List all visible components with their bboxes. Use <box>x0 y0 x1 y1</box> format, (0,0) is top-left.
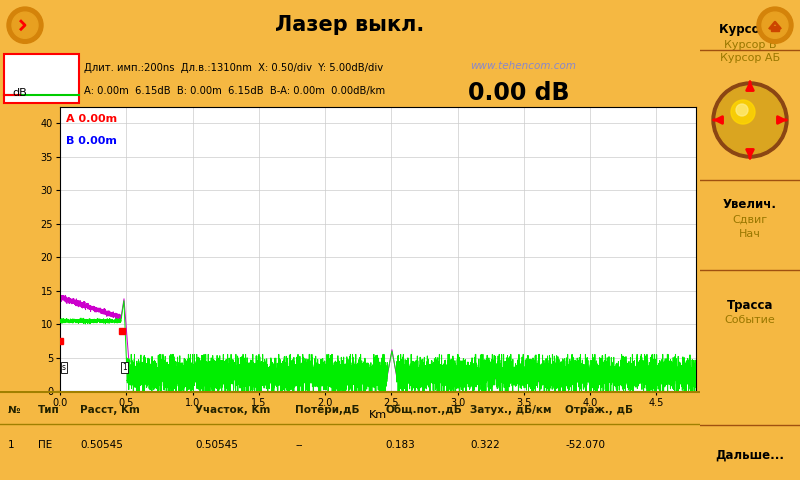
Circle shape <box>7 7 43 43</box>
Text: Общ.пот.,дБ: Общ.пот.,дБ <box>385 405 462 415</box>
Text: Курсор Б: Курсор Б <box>724 40 776 50</box>
FancyBboxPatch shape <box>4 54 79 103</box>
Bar <box>771 26 779 31</box>
Circle shape <box>731 100 755 124</box>
Text: Нач: Нач <box>739 229 761 239</box>
Text: ПE: ПE <box>38 440 52 450</box>
Text: 0.322: 0.322 <box>470 440 500 450</box>
Text: 0.50545: 0.50545 <box>195 440 238 450</box>
Text: Дальше...: Дальше... <box>715 448 785 461</box>
Text: dB: dB <box>12 88 27 98</box>
Text: --: -- <box>295 440 302 450</box>
Text: Тип: Тип <box>38 405 60 415</box>
Text: Потери,дБ: Потери,дБ <box>295 405 359 415</box>
Text: 0.183: 0.183 <box>385 440 414 450</box>
Circle shape <box>712 82 788 158</box>
Text: B 0.00m: B 0.00m <box>66 136 118 146</box>
Text: Увелич.: Увелич. <box>723 199 777 212</box>
Text: Затух., дБ/км: Затух., дБ/км <box>470 405 551 415</box>
Text: Лазер выкл.: Лазер выкл. <box>275 15 425 35</box>
Text: 0.50545: 0.50545 <box>80 440 123 450</box>
Text: Длит. имп.:200ns  Дл.в.:1310nm  X: 0.50/div  Y: 5.00dB/div: Длит. имп.:200ns Дл.в.:1310nm X: 0.50/di… <box>84 63 383 73</box>
Text: Отраж., дБ: Отраж., дБ <box>565 405 633 415</box>
Text: Трасса: Трасса <box>726 299 774 312</box>
Text: 1: 1 <box>8 440 14 450</box>
Circle shape <box>762 12 788 38</box>
Text: 0.00 dB: 0.00 dB <box>468 81 570 105</box>
Text: A 0.00m: A 0.00m <box>66 114 118 124</box>
Text: s: s <box>62 363 66 372</box>
Text: Событие: Событие <box>725 315 775 325</box>
Text: №: № <box>8 405 21 415</box>
Text: Курсор A: Курсор A <box>719 24 781 36</box>
Circle shape <box>716 86 784 154</box>
X-axis label: Km: Km <box>369 409 387 420</box>
Text: A: 0.00m  6.15dB  B: 0.00m  6.15dB  B-A: 0.00m  0.00dB/km: A: 0.00m 6.15dB B: 0.00m 6.15dB B-A: 0.0… <box>84 85 385 96</box>
Text: Расст, Km: Расст, Km <box>80 405 140 415</box>
Text: 1: 1 <box>122 363 127 372</box>
Circle shape <box>12 12 38 38</box>
Text: Сдвиг: Сдвиг <box>733 215 767 225</box>
Circle shape <box>757 7 793 43</box>
Text: Участок, Km: Участок, Km <box>195 405 270 415</box>
Text: Курсор АБ: Курсор АБ <box>720 53 780 63</box>
Circle shape <box>736 104 748 116</box>
Text: www.tehencom.com: www.tehencom.com <box>470 61 576 72</box>
Text: -52.070: -52.070 <box>565 440 605 450</box>
